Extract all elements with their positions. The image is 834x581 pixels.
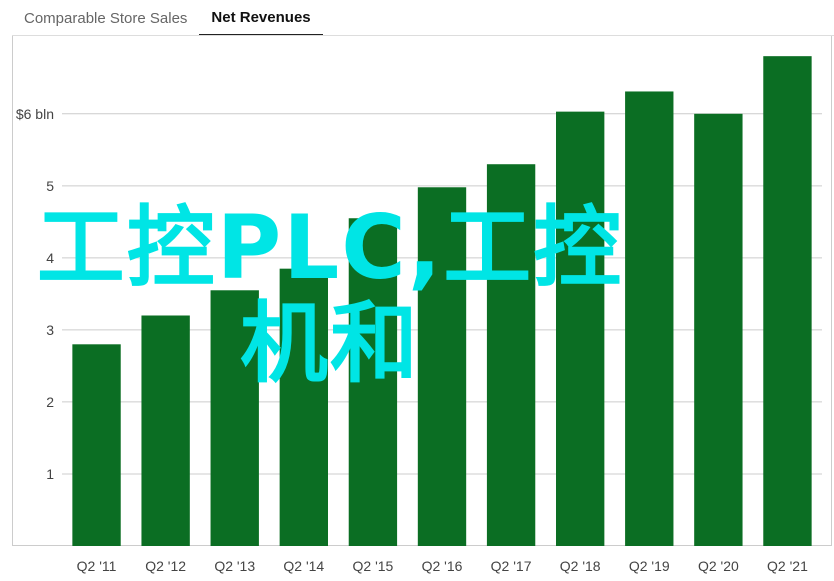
y-tick-label: 1 [46, 466, 54, 482]
x-tick-label: Q2 '13 [214, 558, 255, 574]
bar-layer [72, 56, 812, 547]
y-tick-label: 5 [46, 178, 54, 194]
y-tick-label: 4 [46, 250, 54, 266]
tab-comparable-store-sales[interactable]: Comparable Store Sales [24, 9, 188, 27]
x-tick-label: Q2 '14 [283, 558, 324, 574]
x-tick-label: Q2 '11 [77, 558, 117, 574]
axis-layer: 1 2 3 4 5 $6 bln Q2 '11 Q2 '12 Q2 '13 Q2 '14 Q2 '1… [16, 106, 808, 574]
bar [210, 290, 259, 546]
y-tick-label: 2 [46, 394, 54, 410]
x-tick-label: Q2 '17 [491, 558, 532, 574]
bar [72, 344, 121, 546]
x-tick-label: Q2 '15 [353, 558, 394, 574]
bar [141, 315, 190, 546]
bar [348, 218, 398, 546]
x-tick-label: Q2 '18 [560, 558, 601, 574]
bar [279, 268, 328, 546]
bar [625, 91, 674, 547]
x-tick-label: Q2 '19 [629, 558, 670, 574]
bar [556, 111, 605, 546]
tab-divider [12, 35, 834, 36]
bar [763, 56, 812, 546]
x-tick-label: Q2 '20 [698, 558, 739, 574]
y-tick-label: 3 [46, 322, 54, 338]
x-tick-label: Q2 '16 [422, 558, 463, 574]
watermark-overlay: 工控PLC,工控机和 [36, 196, 624, 395]
y-tick-label: $6 bln [16, 106, 54, 122]
x-tick-label: Q2 '12 [145, 558, 186, 574]
bar [694, 113, 743, 547]
bar [486, 164, 536, 546]
x-tick-label: Q2 '21 [767, 558, 808, 574]
bar [417, 187, 467, 546]
